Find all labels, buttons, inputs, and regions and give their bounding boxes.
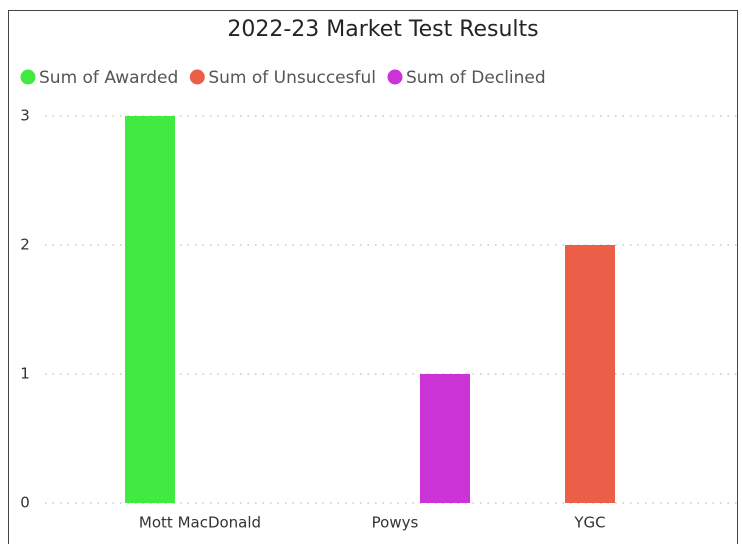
legend-marker <box>189 69 205 85</box>
x-tick-label: Mott MacDonald <box>139 514 261 532</box>
x-tick-label: YGC <box>573 514 605 532</box>
legend-label: Sum of Awarded <box>39 68 178 88</box>
bar <box>420 374 470 503</box>
legend-marker <box>387 69 403 85</box>
y-tick-label: 2 <box>20 236 30 254</box>
legend-label: Sum of Unsuccesful <box>208 68 376 88</box>
bar <box>125 116 175 503</box>
y-tick-label: 0 <box>20 494 30 512</box>
chart-title: 2022-23 Market Test Results <box>227 17 538 42</box>
y-tick-label: 3 <box>20 107 30 125</box>
y-tick-label: 1 <box>20 365 30 383</box>
x-tick-label: Powys <box>372 514 419 532</box>
legend-marker <box>20 69 36 85</box>
legend-label: Sum of Declined <box>406 68 546 88</box>
frame <box>8 10 738 544</box>
bar <box>565 245 615 503</box>
